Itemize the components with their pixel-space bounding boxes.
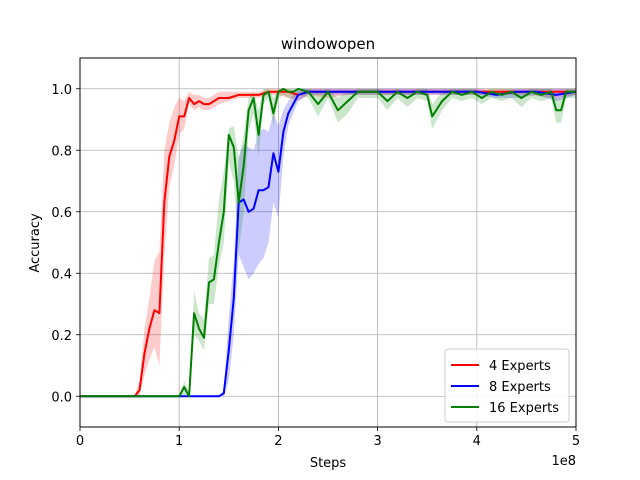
band-16-experts bbox=[80, 88, 576, 397]
y-tick-label: 0.2 bbox=[51, 329, 72, 344]
y-axis-label: Accuracy bbox=[28, 213, 43, 273]
grid-layer bbox=[79, 58, 577, 427]
tick-layer: 0 1 2 3 4 5 0.0 0.2 0.4 0.6 0.8 1.0 bbox=[51, 83, 580, 449]
x-tick-label: 5 bbox=[572, 434, 580, 449]
x-tick-label: 2 bbox=[274, 434, 282, 449]
line-16-experts bbox=[80, 87, 576, 398]
y-tick-label: 0.6 bbox=[51, 206, 72, 221]
x-tick-label: 0 bbox=[76, 434, 84, 449]
legend-label-8-experts: 8 Experts bbox=[489, 380, 551, 395]
confidence-band-layer bbox=[80, 88, 576, 397]
y-tick-label: 0.4 bbox=[51, 267, 72, 282]
line-8-experts bbox=[80, 90, 577, 398]
chart-title: windowopen bbox=[281, 35, 375, 53]
legend-label-4-experts: 4 Experts bbox=[489, 359, 551, 374]
x-tick-label: 3 bbox=[373, 434, 381, 449]
legend-entries: 4 Experts 8 Experts 16 Experts bbox=[451, 359, 559, 416]
legend-box bbox=[444, 348, 570, 423]
legend: 4 Experts 8 Experts 16 Experts bbox=[444, 348, 570, 423]
y-tick-label: 1.0 bbox=[51, 83, 72, 98]
series-line-layer bbox=[80, 87, 577, 398]
legend-label-16-experts: 16 Experts bbox=[489, 401, 559, 416]
y-tick-label: 0.0 bbox=[51, 390, 72, 405]
x-axis-offset-label: 1e8 bbox=[551, 454, 576, 469]
x-axis-label: Steps bbox=[310, 456, 347, 471]
x-tick-label: 1 bbox=[175, 434, 183, 449]
plot-frame bbox=[79, 57, 577, 428]
x-tick-label: 4 bbox=[473, 434, 481, 449]
y-tick-label: 0.8 bbox=[51, 144, 72, 159]
